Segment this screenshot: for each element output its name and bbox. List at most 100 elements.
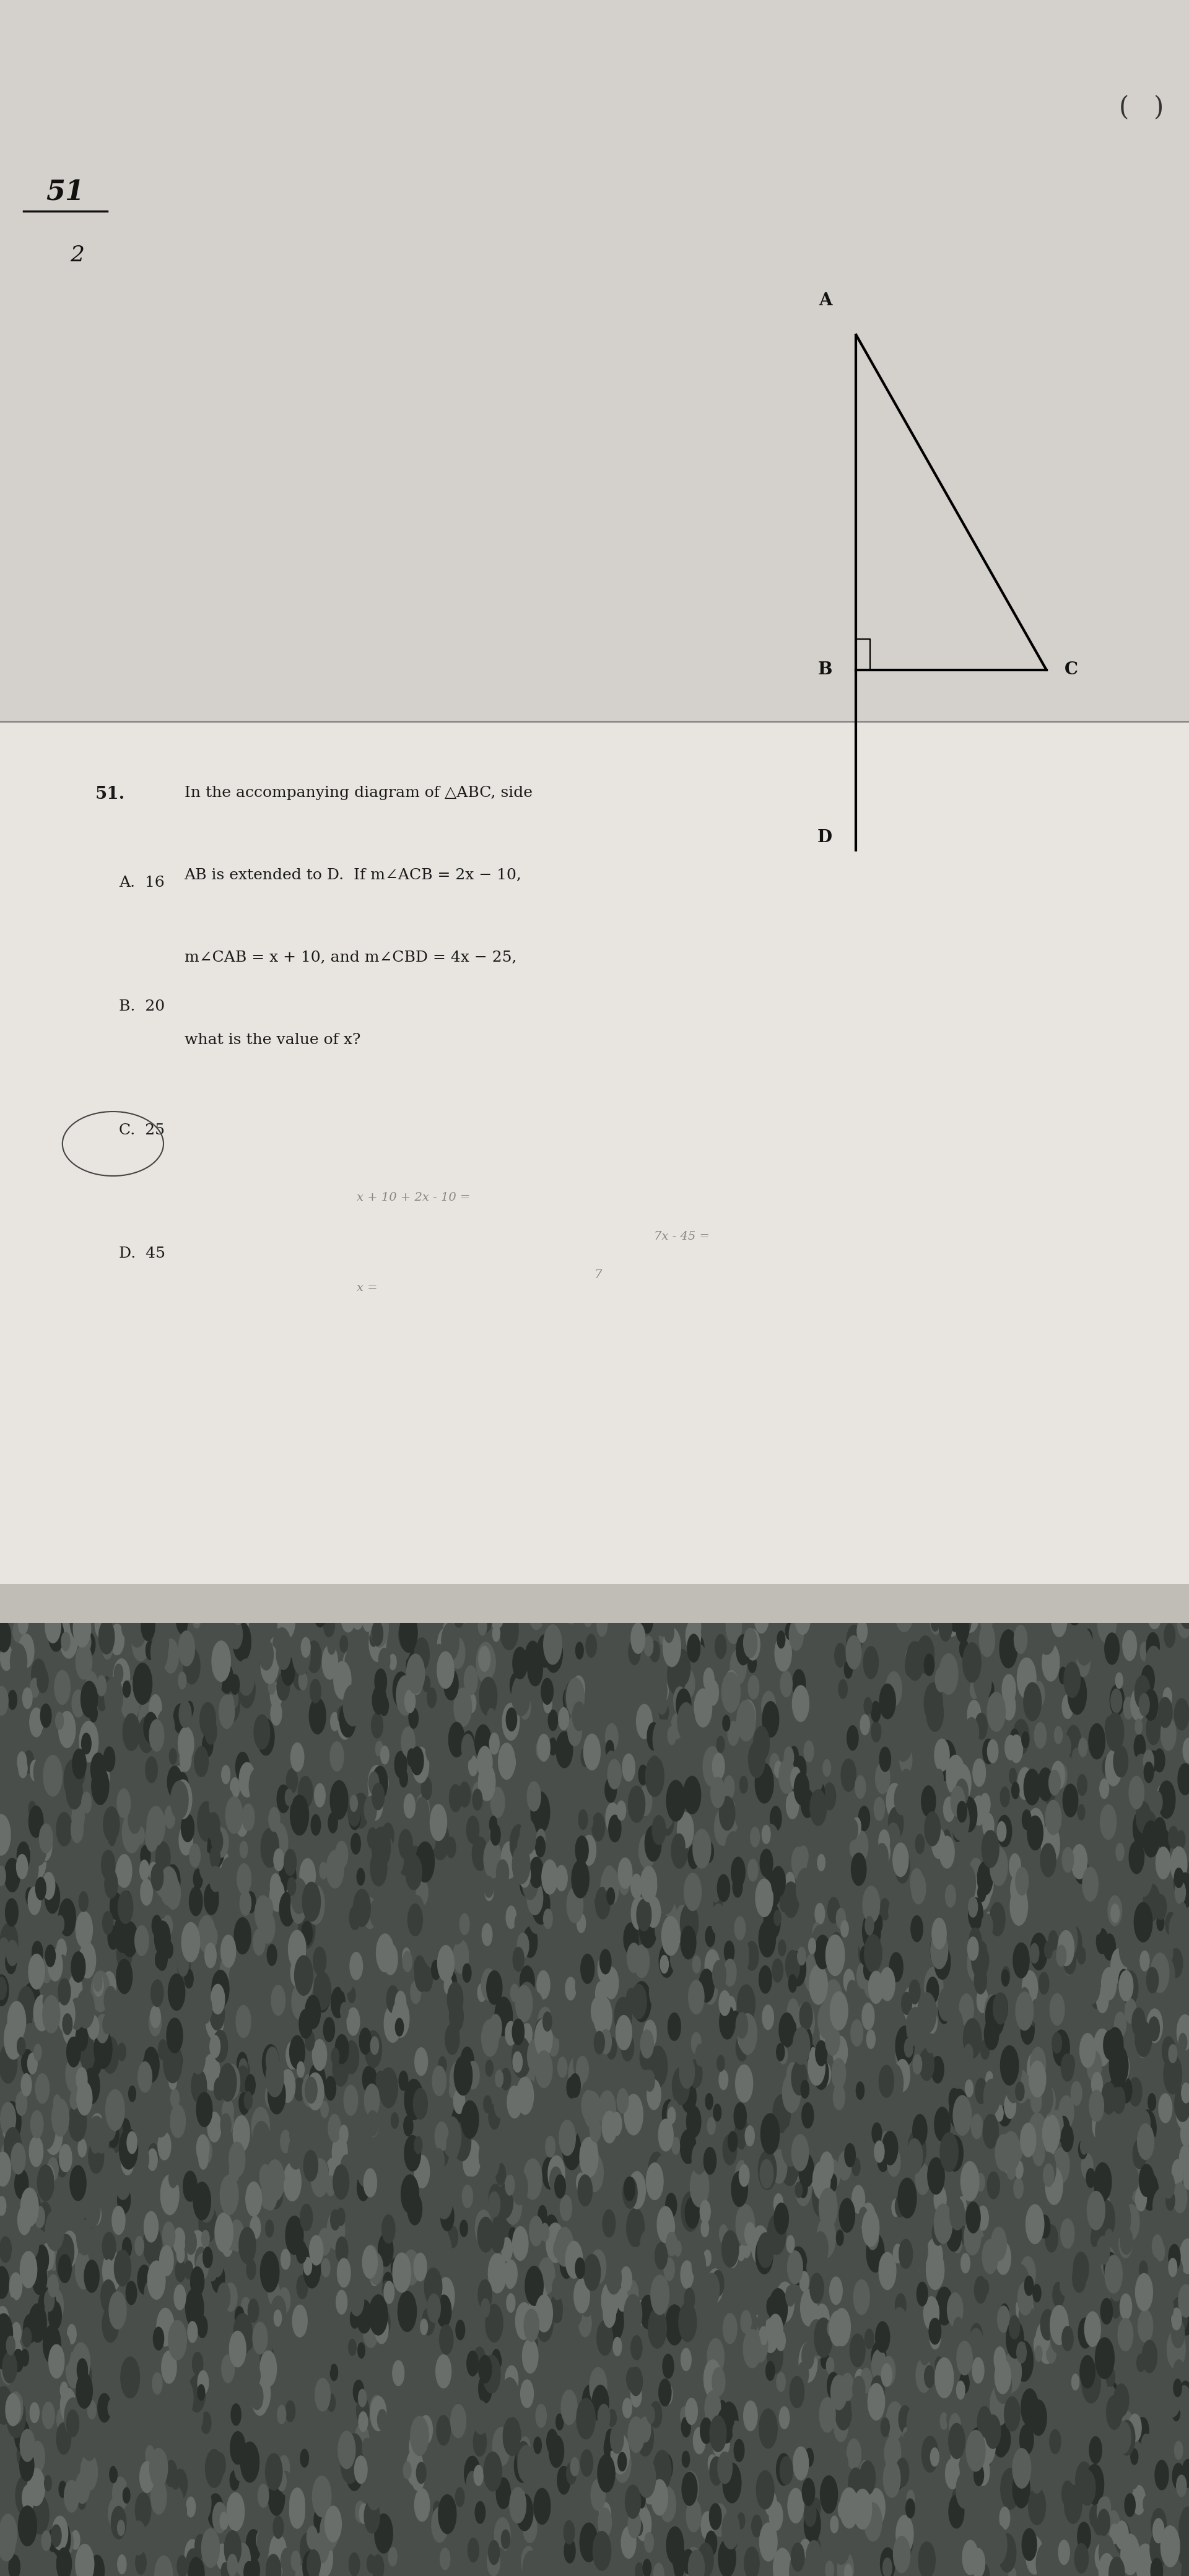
Circle shape	[327, 2393, 335, 2411]
Circle shape	[642, 2470, 658, 2504]
Circle shape	[1050, 2318, 1067, 2354]
Circle shape	[227, 2494, 245, 2530]
Circle shape	[1092, 2213, 1107, 2246]
Circle shape	[628, 1785, 646, 1821]
Circle shape	[512, 2050, 522, 2071]
Circle shape	[681, 2349, 691, 2370]
Circle shape	[372, 1767, 388, 1798]
Circle shape	[860, 2460, 875, 2494]
Circle shape	[1026, 2205, 1044, 2244]
Circle shape	[64, 2398, 82, 2437]
Circle shape	[1013, 2470, 1030, 2509]
Circle shape	[593, 1996, 612, 2035]
Circle shape	[614, 2445, 631, 2483]
Circle shape	[88, 2241, 99, 2262]
Circle shape	[1046, 2342, 1056, 2362]
Circle shape	[836, 2231, 843, 2246]
Circle shape	[879, 2066, 894, 2097]
Circle shape	[432, 1960, 440, 1981]
Circle shape	[597, 2321, 612, 2354]
Circle shape	[767, 2215, 786, 2254]
Circle shape	[121, 1891, 132, 1914]
Circle shape	[56, 1917, 64, 1932]
Circle shape	[560, 2195, 572, 2221]
Circle shape	[773, 2159, 782, 2179]
Circle shape	[719, 2277, 734, 2308]
Circle shape	[957, 2342, 973, 2375]
Circle shape	[584, 2092, 600, 2128]
Circle shape	[1160, 2524, 1179, 2566]
Circle shape	[792, 1685, 809, 1721]
Circle shape	[810, 2272, 824, 2303]
Circle shape	[1089, 2504, 1100, 2527]
Circle shape	[229, 2221, 244, 2251]
Circle shape	[549, 2166, 562, 2195]
Circle shape	[1146, 1633, 1159, 1662]
Circle shape	[14, 2169, 29, 2200]
Circle shape	[872, 2342, 886, 2372]
Circle shape	[375, 2514, 392, 2553]
Circle shape	[1090, 1984, 1102, 2009]
Circle shape	[5, 1899, 18, 1927]
Circle shape	[370, 2396, 386, 2432]
Circle shape	[89, 1705, 97, 1723]
Circle shape	[491, 1788, 504, 1819]
Circle shape	[1061, 2125, 1074, 2151]
Circle shape	[285, 1788, 292, 1806]
Circle shape	[435, 2123, 448, 2151]
Circle shape	[162, 2352, 176, 2383]
Circle shape	[171, 2473, 180, 2488]
Circle shape	[472, 1790, 483, 1811]
Circle shape	[276, 1638, 290, 1669]
Circle shape	[806, 2540, 822, 2573]
Circle shape	[326, 2159, 340, 2190]
Circle shape	[86, 2190, 96, 2213]
Circle shape	[772, 2148, 787, 2184]
Circle shape	[38, 1832, 52, 1860]
Circle shape	[528, 1654, 542, 1685]
Circle shape	[29, 1886, 40, 1914]
Circle shape	[401, 1857, 408, 1875]
Circle shape	[504, 2184, 522, 2226]
Circle shape	[45, 2210, 64, 2251]
Circle shape	[602, 2110, 617, 2143]
Circle shape	[152, 2102, 166, 2133]
Circle shape	[1139, 2262, 1147, 2280]
Circle shape	[712, 1886, 719, 1901]
Circle shape	[212, 1971, 229, 2007]
Circle shape	[376, 1757, 383, 1772]
Circle shape	[501, 2378, 518, 2416]
Circle shape	[427, 2293, 440, 2324]
Circle shape	[631, 1873, 642, 1899]
Circle shape	[133, 1664, 152, 1705]
Circle shape	[723, 2136, 737, 2164]
Circle shape	[704, 2148, 716, 2174]
Circle shape	[302, 1883, 321, 1922]
Circle shape	[756, 2470, 774, 2509]
Circle shape	[1131, 2450, 1138, 2465]
Circle shape	[1163, 1687, 1172, 1705]
Circle shape	[0, 1620, 11, 1651]
Circle shape	[658, 2208, 674, 2244]
Circle shape	[828, 1899, 839, 1924]
Circle shape	[13, 2148, 25, 2174]
Circle shape	[1094, 2030, 1111, 2066]
Circle shape	[1049, 2110, 1063, 2141]
Circle shape	[1067, 1927, 1082, 1960]
Circle shape	[974, 1662, 992, 1700]
Circle shape	[177, 2326, 187, 2344]
Circle shape	[971, 2548, 984, 2576]
Circle shape	[370, 2267, 379, 2285]
Circle shape	[663, 2257, 674, 2280]
Circle shape	[681, 1716, 692, 1739]
Circle shape	[932, 2221, 944, 2246]
Circle shape	[440, 2548, 451, 2571]
Circle shape	[686, 1620, 700, 1651]
Circle shape	[535, 2303, 553, 2342]
Circle shape	[510, 2488, 526, 2522]
Circle shape	[925, 2172, 939, 2202]
Circle shape	[518, 2123, 534, 2156]
Circle shape	[604, 2434, 616, 2463]
Circle shape	[163, 1917, 172, 1937]
Circle shape	[238, 1672, 256, 1708]
